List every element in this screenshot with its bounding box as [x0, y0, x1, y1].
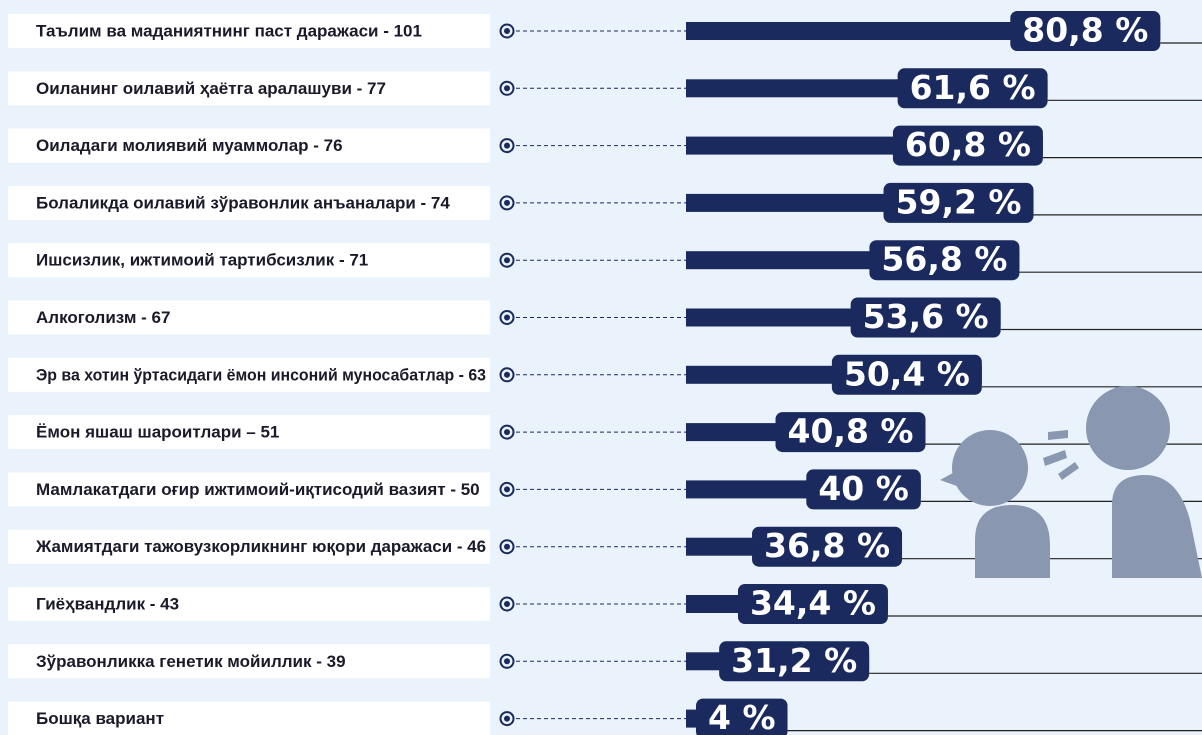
value-label: 40,8 % — [788, 412, 914, 451]
value-label: 80,8 % — [1022, 11, 1148, 50]
marker-dot — [504, 85, 510, 91]
category-label: Гиёҳвандлик - 43 — [36, 594, 179, 613]
category-label: Алкоголизм - 67 — [36, 308, 170, 327]
value-label: 53,6 % — [863, 297, 989, 336]
value-label: 34,4 % — [750, 584, 876, 623]
value-label: 31,2 % — [731, 641, 857, 680]
category-label: Бошқа вариант — [36, 709, 164, 728]
marker-dot — [504, 601, 510, 607]
marker-dot — [504, 716, 510, 722]
value-label: 59,2 % — [896, 182, 1022, 221]
marker-dot — [504, 143, 510, 149]
marker-dot — [504, 486, 510, 492]
category-label: Таълим ва маданиятнинг паст даражаси - 1… — [36, 21, 422, 40]
marker-dot — [504, 372, 510, 378]
value-label: 60,8 % — [905, 125, 1031, 164]
category-label: Эр ва хотин ўртасидаги ёмон инсоний муно… — [36, 365, 486, 384]
value-label: 40 % — [818, 469, 908, 508]
chart: Таълим ва маданиятнинг паст даражаси - 1… — [0, 0, 1202, 735]
marker-dot — [504, 257, 510, 263]
category-label: Ишсизлик, ижтимоий тартибсизлик - 71 — [36, 251, 368, 270]
category-label: Зўравонликка генетик мойиллик - 39 — [36, 652, 346, 671]
category-label: Болаликда оилавий зўравонлик анъаналари … — [36, 193, 450, 212]
category-label: Жамиятдаги тажовузкорликнинг юқори дараж… — [35, 537, 486, 556]
marker-dot — [504, 200, 510, 206]
illustration — [940, 386, 1202, 578]
category-label: Мамлакатдаги оғир ижтимоий-иқтисодий ваз… — [36, 480, 480, 499]
category-label: Оиладаги молиявий муаммолар - 76 — [36, 136, 343, 155]
marker-dot — [504, 544, 510, 550]
value-label: 50,4 % — [844, 354, 970, 393]
marker-dot — [504, 28, 510, 34]
value-label: 56,8 % — [881, 240, 1007, 279]
value-label: 61,6 % — [910, 68, 1036, 107]
marker-dot — [504, 315, 510, 321]
marker-dot — [504, 429, 510, 435]
category-label: Оиланинг оилавий ҳаётга аралашуви - 77 — [36, 79, 386, 98]
marker-dot — [504, 658, 510, 664]
value-label: 36,8 % — [764, 526, 890, 565]
value-label: 4 % — [708, 698, 776, 735]
category-label: Ёмон яшаш шароитлари – 51 — [36, 423, 279, 442]
